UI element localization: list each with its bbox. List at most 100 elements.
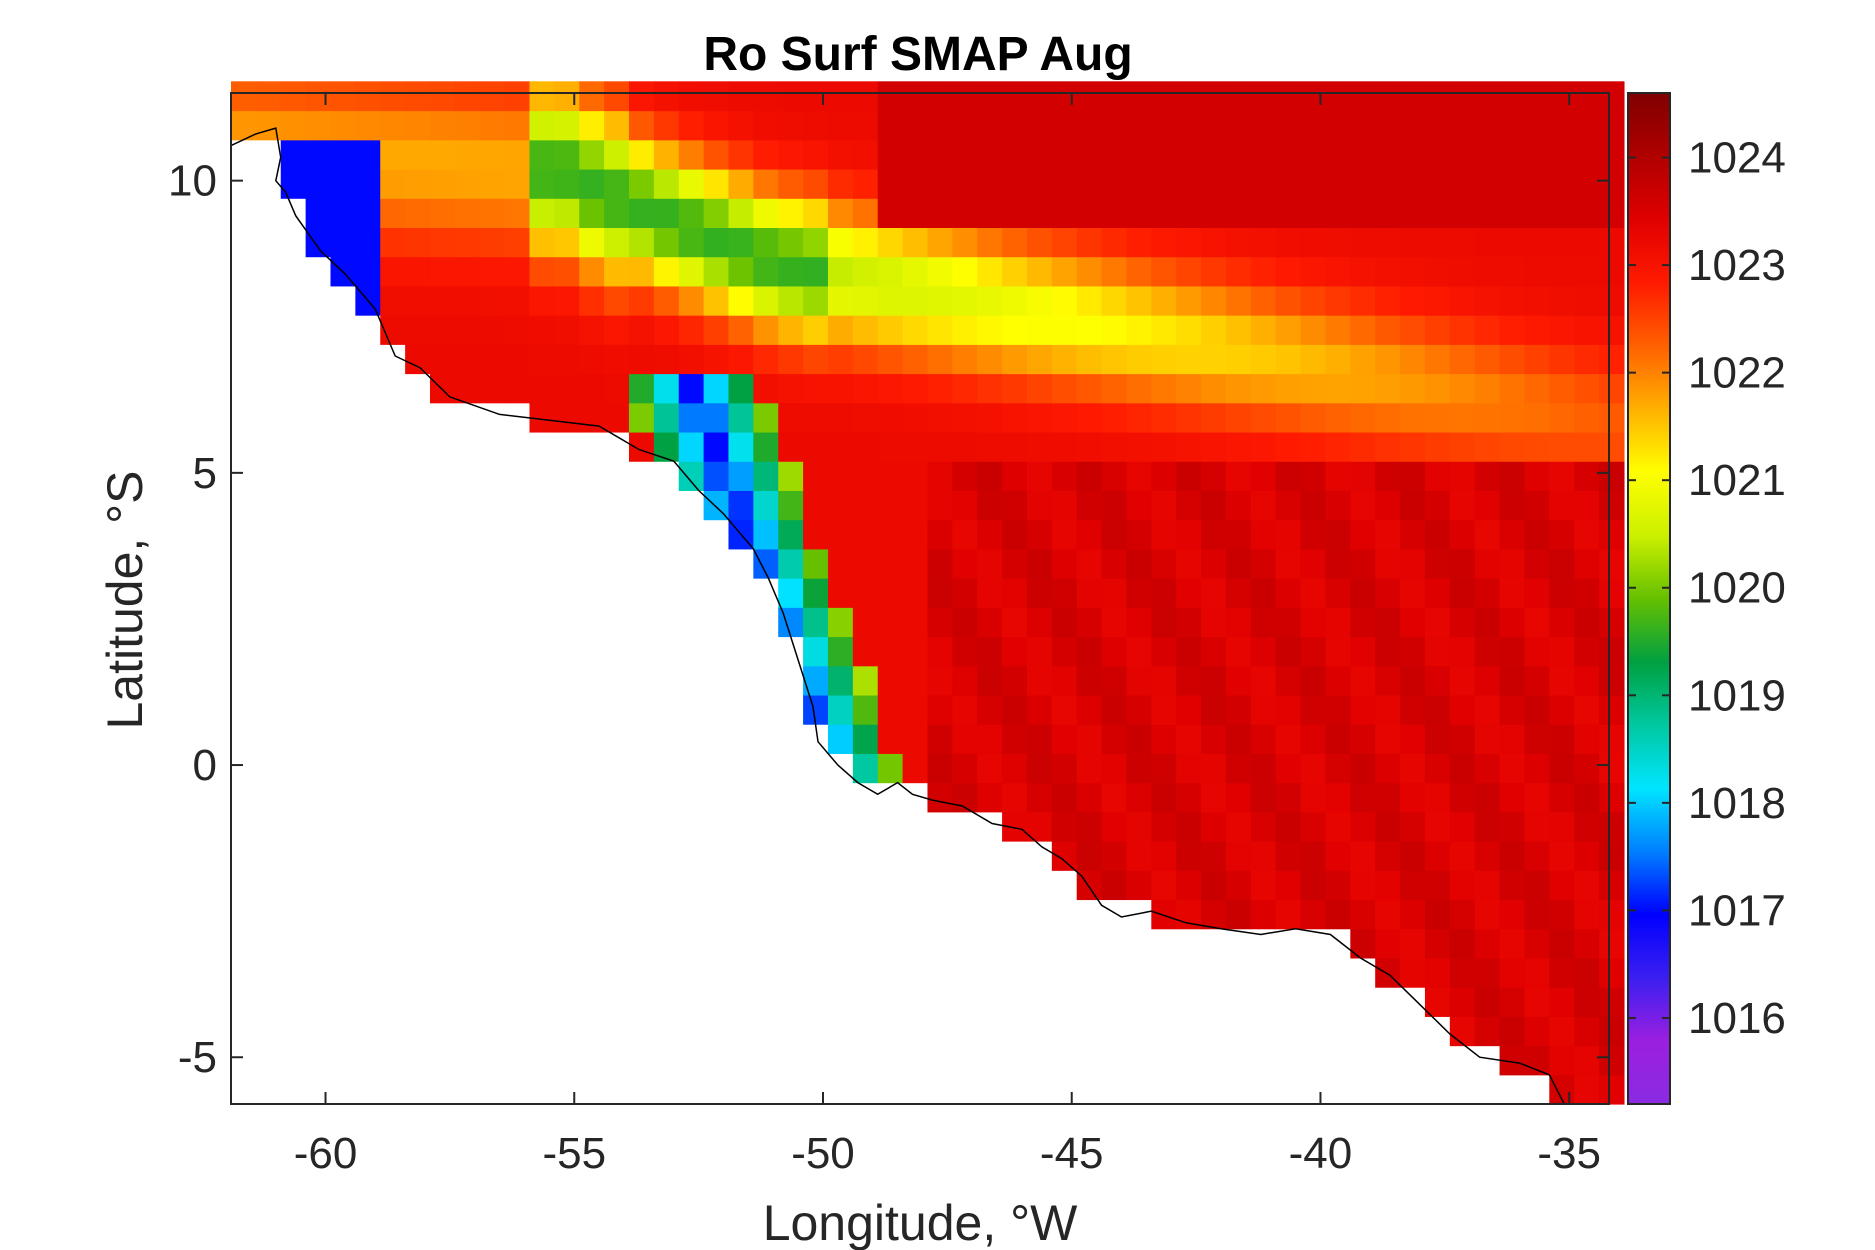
heatmap-cell xyxy=(1474,665,1501,696)
heatmap-cell xyxy=(827,373,854,404)
heatmap-cell xyxy=(479,256,506,287)
heatmap-cell xyxy=(1449,578,1476,608)
heatmap-cell xyxy=(728,402,754,433)
heatmap-cell xyxy=(280,110,307,141)
heatmap-cell xyxy=(1524,548,1550,579)
heatmap-cell xyxy=(1300,519,1327,550)
heatmap-cell xyxy=(1549,870,1575,901)
heatmap-cell xyxy=(778,110,804,141)
heatmap-cell xyxy=(827,548,854,579)
heatmap-cell xyxy=(1101,694,1128,725)
heatmap-cell xyxy=(852,461,879,491)
heatmap-cell xyxy=(579,373,605,404)
heatmap-cell xyxy=(1400,373,1426,404)
heatmap-cell xyxy=(952,665,978,696)
colorbar-ticks: 1016 1017 1018 1019 1020 1021 1022 1023 1024 xyxy=(1628,134,1786,1043)
heatmap-cell xyxy=(1424,285,1451,316)
heatmap-cell xyxy=(977,139,1003,170)
heatmap-cell xyxy=(1574,753,1600,784)
heatmap-cell xyxy=(1051,636,1078,667)
heatmap-cell xyxy=(1350,578,1376,608)
heatmap-cell xyxy=(231,81,257,112)
heatmap-cell xyxy=(1101,256,1128,287)
heatmap-cell xyxy=(1499,899,1526,930)
heatmap-cell xyxy=(653,139,680,170)
heatmap-cell xyxy=(1300,694,1327,725)
heatmap-cell xyxy=(1051,168,1078,199)
heatmap-cell xyxy=(1051,782,1078,813)
heatmap-cell xyxy=(902,315,929,345)
heatmap-cell xyxy=(1225,81,1252,112)
heatmap-cell xyxy=(803,168,829,199)
heatmap-cell xyxy=(1474,256,1501,287)
heatmap-cell xyxy=(429,198,456,229)
heatmap-cell xyxy=(1051,578,1078,608)
heatmap-cell xyxy=(927,431,953,462)
heatmap-cell xyxy=(1151,461,1177,491)
heatmap-cell xyxy=(852,431,879,462)
heatmap-cell xyxy=(1126,344,1152,375)
heatmap-cell xyxy=(628,198,655,229)
heatmap-cell xyxy=(778,227,804,258)
heatmap-cell xyxy=(1026,753,1053,784)
heatmap-cell xyxy=(1325,870,1351,901)
heatmap-cell xyxy=(1499,256,1526,287)
heatmap-cell xyxy=(1201,373,1227,404)
heatmap-cell xyxy=(1524,753,1550,784)
heatmap-cell xyxy=(1524,578,1550,608)
heatmap-cell xyxy=(852,168,879,199)
heatmap-cell xyxy=(1325,519,1351,550)
heatmap-cell xyxy=(1400,870,1426,901)
heatmap-cell xyxy=(429,344,456,375)
heatmap-cell xyxy=(1350,519,1376,550)
heatmap-cell xyxy=(1002,636,1028,667)
heatmap-cell xyxy=(1474,461,1501,491)
heatmap-cell xyxy=(1599,490,1625,521)
heatmap-cell xyxy=(1449,724,1476,754)
heatmap-cell xyxy=(1201,431,1227,462)
heatmap-cell xyxy=(1549,1016,1575,1047)
heatmap-cell xyxy=(703,402,730,433)
heatmap-cell xyxy=(1325,227,1351,258)
heatmap-cell xyxy=(1026,694,1053,725)
heatmap-cell xyxy=(1002,344,1028,375)
heatmap-cell xyxy=(1474,607,1501,638)
heatmap-cell xyxy=(529,285,555,316)
heatmap-cell xyxy=(1201,724,1227,754)
heatmap-cell xyxy=(1250,168,1277,199)
heatmap-cell xyxy=(1176,461,1202,491)
heatmap-cell xyxy=(1350,373,1376,404)
heatmap-cell xyxy=(579,227,605,258)
heatmap-cell xyxy=(778,198,804,229)
heatmap-cell xyxy=(1524,957,1550,988)
heatmap-cell xyxy=(554,81,580,112)
heatmap-cell xyxy=(479,168,506,199)
heatmap-cell xyxy=(1076,665,1103,696)
heatmap-cell xyxy=(504,373,531,404)
heatmap-cell xyxy=(1250,315,1277,345)
heatmap-cell xyxy=(429,285,456,316)
heatmap-cell xyxy=(1076,782,1103,813)
heatmap-cell xyxy=(1400,315,1426,345)
heatmap-cell xyxy=(852,256,879,287)
heatmap-cell xyxy=(1076,490,1103,521)
heatmap-cell xyxy=(778,139,804,170)
heatmap-cell xyxy=(1126,256,1152,287)
heatmap-cell xyxy=(1549,519,1575,550)
heatmap-cell xyxy=(1524,285,1550,316)
heatmap-cell xyxy=(902,285,929,316)
heatmap-cell xyxy=(1002,607,1028,638)
heatmap-cell xyxy=(1225,139,1252,170)
heatmap-cell xyxy=(1449,548,1476,579)
heatmap-cell xyxy=(1051,753,1078,784)
heatmap-cell xyxy=(778,402,804,433)
heatmap-cell xyxy=(877,285,904,316)
heatmap-cell xyxy=(604,373,630,404)
heatmap-cell xyxy=(1300,811,1327,842)
heatmap-cell xyxy=(1524,81,1550,112)
heatmap-cell xyxy=(1549,256,1575,287)
heatmap-cell xyxy=(1474,168,1501,199)
heatmap-cell xyxy=(728,139,754,170)
heatmap-cell xyxy=(952,694,978,725)
heatmap-cell xyxy=(604,198,630,229)
